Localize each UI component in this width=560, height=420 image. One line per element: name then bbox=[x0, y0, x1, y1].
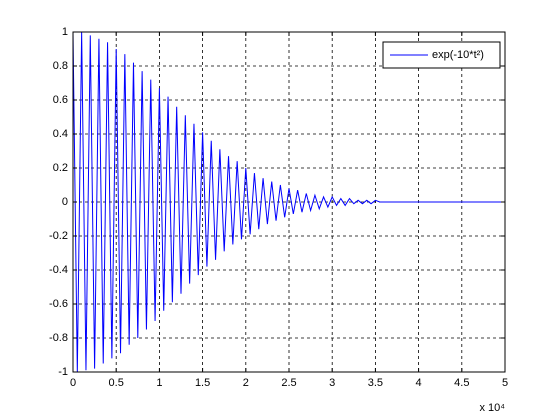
y-tick-label: -0.6 bbox=[49, 298, 68, 310]
x-tick-label: 2.5 bbox=[281, 377, 296, 389]
y-tick-label: 0.2 bbox=[53, 162, 68, 174]
y-tick-label: -0.2 bbox=[49, 230, 68, 242]
y-tick-label: 0 bbox=[62, 196, 68, 208]
legend-label: exp(-10*t²) bbox=[432, 49, 484, 61]
y-tick-label: -0.4 bbox=[49, 264, 68, 276]
x-multiplier: x 10⁴ bbox=[479, 402, 505, 414]
y-tick-label: 0.6 bbox=[53, 94, 68, 106]
x-tick-label: 1.5 bbox=[195, 377, 210, 389]
y-tick-label: 0.8 bbox=[53, 60, 68, 72]
x-tick-label: 4 bbox=[416, 377, 422, 389]
y-tick-label: 1 bbox=[62, 26, 68, 38]
line-series bbox=[72, 31, 505, 373]
x-tick-label: 4.5 bbox=[454, 377, 469, 389]
y-tick-label: -0.8 bbox=[49, 332, 68, 344]
x-tick-label: 3.5 bbox=[368, 377, 383, 389]
x-tick-label: 3 bbox=[329, 377, 335, 389]
x-tick-label: 0.5 bbox=[109, 377, 124, 389]
x-tick-label: 2 bbox=[243, 377, 249, 389]
x-tick-label: 5 bbox=[502, 377, 508, 389]
y-tick-label: 0.4 bbox=[53, 128, 68, 140]
x-tick-label: 0 bbox=[70, 377, 76, 389]
y-tick-label: -1 bbox=[58, 366, 68, 378]
x-tick-label: 1 bbox=[156, 377, 162, 389]
